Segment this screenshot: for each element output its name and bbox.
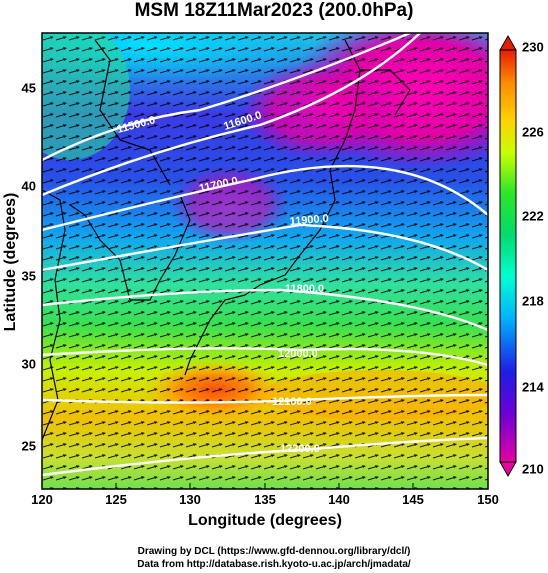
y-axis-label: Latitude (degrees) <box>2 192 19 332</box>
colorbar-max-arrow <box>499 34 517 51</box>
map-plot-area <box>42 33 488 489</box>
height-contours <box>42 33 488 477</box>
x-tick-label: 120 <box>31 492 53 507</box>
colorbar <box>499 49 517 463</box>
y-tick-label: 40 <box>21 178 36 194</box>
x-tick-label: 150 <box>477 492 499 507</box>
contour-label: 12000.0 <box>278 348 318 360</box>
colorbar-tick-label: 214 <box>522 379 544 395</box>
map-title: MSM 18Z11Mar2023 (200.0hPa) <box>134 0 414 21</box>
x-tick-label: 135 <box>254 492 276 507</box>
colorbar-tick-label: 222 <box>522 208 544 224</box>
x-axis-label: Longitude (degrees) <box>188 512 342 529</box>
x-tick-marks <box>41 483 489 489</box>
x-tick-label: 145 <box>402 492 424 507</box>
colorbar-tick-label: 218 <box>522 293 544 309</box>
colorbar-tick-label: 210 <box>522 461 544 477</box>
colorbar-tick-label: 230 <box>522 39 544 55</box>
y-tick-label: 35 <box>21 268 36 284</box>
y-tick-label: 30 <box>21 356 36 372</box>
contour-label: 11900.0 <box>289 213 329 228</box>
x-tick-label: 140 <box>328 492 350 507</box>
x-tick-label: 130 <box>179 492 201 507</box>
x-tick-label: 125 <box>105 492 127 507</box>
y-tick-label: 25 <box>21 438 36 454</box>
credit-line-2: Data from http://database.rish.kyoto-u.a… <box>137 559 411 570</box>
contour-label: 12200.0 <box>280 443 320 455</box>
colorbar-min-arrow <box>499 461 517 478</box>
contour-label: 12100.0 <box>272 396 312 408</box>
colorbar-tick-label: 226 <box>522 124 544 140</box>
contour-label: 11800.0 <box>285 283 324 295</box>
credit-line-1: Drawing by DCL (https://www.gfd-dennou.o… <box>137 546 411 557</box>
y-tick-label: 45 <box>21 80 36 96</box>
